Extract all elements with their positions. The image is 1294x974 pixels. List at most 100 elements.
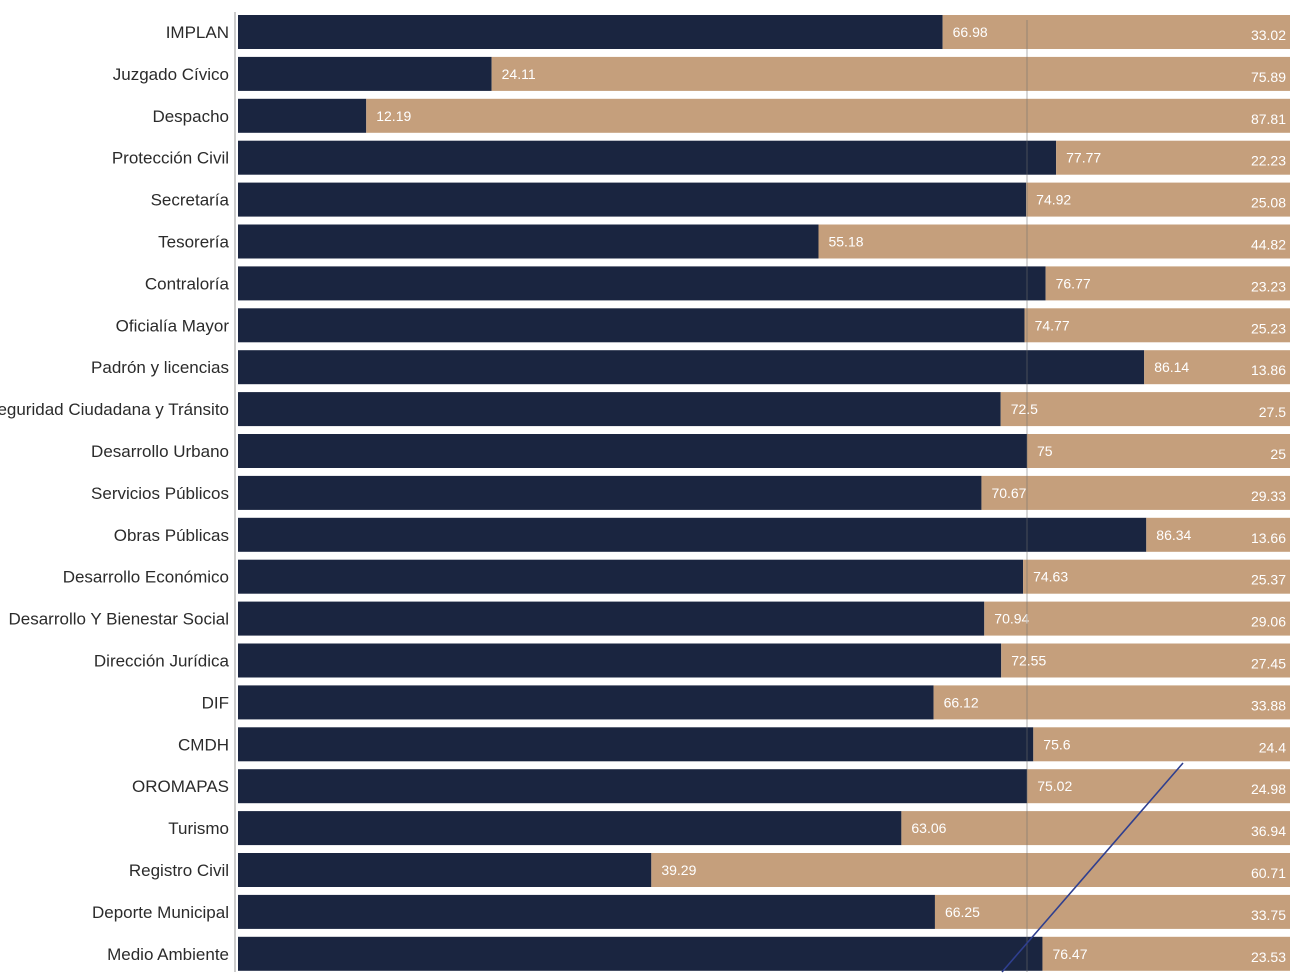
data-label-series-2: 23.23 xyxy=(1251,278,1286,294)
category-label: OROMAPAS xyxy=(132,777,229,796)
bar-segment-series-2 xyxy=(981,475,1290,510)
bar-segment-series-2 xyxy=(1144,350,1290,385)
data-label-series-1: 76.47 xyxy=(1052,946,1087,962)
data-label-series-1: 75.02 xyxy=(1037,778,1072,794)
bar-segment-series-1 xyxy=(238,182,1027,217)
category-label: Desarrollo Económico xyxy=(63,568,229,587)
data-label-series-1: 77.77 xyxy=(1066,150,1101,166)
data-label-series-1: 66.12 xyxy=(944,694,979,710)
bar-segment-series-1 xyxy=(238,517,1147,552)
category-label: Deporte Municipal xyxy=(92,903,229,922)
category-label: Despacho xyxy=(152,107,229,126)
category-label: Protección Civil xyxy=(112,149,229,168)
category-label: Seguridad Ciudadana y Tránsito xyxy=(0,400,229,419)
data-label-series-1: 70.94 xyxy=(994,611,1029,627)
bar-segment-series-1 xyxy=(238,15,943,49)
bar-segment-series-2 xyxy=(1056,140,1290,175)
data-label-series-1: 63.06 xyxy=(911,820,946,836)
data-label-series-1: 70.67 xyxy=(991,485,1026,501)
data-label-series-2: 29.33 xyxy=(1251,488,1286,504)
bar-segment-series-1 xyxy=(238,475,982,510)
bar-segment-series-2 xyxy=(1023,559,1290,594)
category-label: Servicios Públicos xyxy=(91,484,229,503)
category-label: Desarrollo Urbano xyxy=(91,442,229,461)
category-label: Medio Ambiente xyxy=(107,945,229,964)
category-label: CMDH xyxy=(178,735,229,754)
data-label-series-2: 87.81 xyxy=(1251,111,1286,127)
data-label-series-2: 24.98 xyxy=(1251,781,1286,797)
data-label-series-2: 23.53 xyxy=(1251,949,1286,965)
bar-segment-series-1 xyxy=(238,936,1043,971)
data-label-series-2: 33.75 xyxy=(1251,907,1286,923)
bar-segment-series-2 xyxy=(651,853,1290,887)
bar-segment-series-1 xyxy=(238,643,1002,678)
data-label-series-1: 74.63 xyxy=(1033,569,1068,585)
bar-segment-series-1 xyxy=(238,266,1046,301)
data-label-series-1: 86.14 xyxy=(1154,359,1189,375)
data-label-series-1: 74.92 xyxy=(1036,192,1071,208)
data-label-series-1: 39.29 xyxy=(661,862,696,878)
data-label-series-1: 55.18 xyxy=(828,234,863,250)
bar-segment-series-1 xyxy=(238,601,985,636)
data-label-series-2: 25.37 xyxy=(1251,572,1286,588)
bar-segment-series-1 xyxy=(238,308,1025,343)
pen-mark-line xyxy=(1001,762,1184,973)
category-label: IMPLAN xyxy=(166,23,229,42)
data-label-series-2: 13.86 xyxy=(1251,362,1286,378)
category-label: Registro Civil xyxy=(129,861,229,880)
data-label-series-2: 33.02 xyxy=(1251,27,1286,43)
data-label-series-1: 72.55 xyxy=(1011,653,1046,669)
data-label-series-2: 29.06 xyxy=(1251,614,1286,630)
category-label: Desarrollo Y Bienestar Social xyxy=(9,610,230,629)
bar-segment-series-1 xyxy=(238,811,902,846)
data-label-series-2: 25 xyxy=(1270,446,1286,462)
data-label-series-2: 60.71 xyxy=(1251,865,1286,881)
bar-segment-series-1 xyxy=(238,224,819,259)
bar-segment-series-2 xyxy=(1001,643,1290,678)
bar-segment-series-2 xyxy=(942,15,1290,49)
data-label-series-1: 66.25 xyxy=(945,904,980,920)
category-label: DIF xyxy=(202,693,229,712)
bar-segment-series-2 xyxy=(933,685,1290,720)
bar-segment-series-2 xyxy=(984,601,1290,636)
data-label-series-1: 86.34 xyxy=(1156,527,1191,543)
data-label-series-1: 66.98 xyxy=(953,24,988,40)
bar-segment-series-1 xyxy=(238,140,1057,175)
bar-segment-series-2 xyxy=(1024,308,1290,343)
bar-segment-series-1 xyxy=(238,56,492,91)
bar-segment-series-1 xyxy=(238,350,1145,385)
data-label-series-1: 74.77 xyxy=(1035,317,1070,333)
category-label: Contraloría xyxy=(145,274,230,293)
data-label-series-2: 13.66 xyxy=(1251,530,1286,546)
bar-segment-series-2 xyxy=(818,224,1290,259)
bar-segment-series-2 xyxy=(1146,517,1290,552)
data-label-series-1: 72.5 xyxy=(1011,401,1038,417)
bar-segment-series-1 xyxy=(238,559,1024,594)
category-label: Oficialía Mayor xyxy=(116,316,230,335)
category-label: Padrón y licencias xyxy=(91,358,229,377)
data-label-series-2: 25.08 xyxy=(1251,195,1286,211)
bar-segment-series-1 xyxy=(238,727,1034,762)
data-label-series-2: 44.82 xyxy=(1251,237,1286,253)
bar-segment-series-1 xyxy=(238,685,934,720)
data-label-series-2: 24.4 xyxy=(1259,739,1286,755)
data-label-series-1: 75 xyxy=(1037,443,1053,459)
category-label: Turismo xyxy=(168,819,229,838)
bar-segment-series-1 xyxy=(238,392,1001,427)
data-label-series-1: 24.11 xyxy=(502,66,536,82)
category-label: Secretaría xyxy=(151,191,230,210)
data-label-series-2: 27.45 xyxy=(1251,656,1286,672)
bar-segment-series-1 xyxy=(238,98,367,133)
bar-segment-series-2 xyxy=(1000,392,1290,427)
category-label: Juzgado Cívico xyxy=(113,65,229,84)
category-label: Tesorería xyxy=(158,233,229,252)
data-label-series-2: 22.23 xyxy=(1251,153,1286,169)
category-label: Dirección Jurídica xyxy=(94,652,230,671)
data-label-series-2: 36.94 xyxy=(1251,823,1286,839)
bar-segment-series-2 xyxy=(934,894,1290,929)
bar-segment-series-2 xyxy=(1033,727,1290,762)
bar-segment-series-2 xyxy=(366,98,1291,133)
bar-segment-series-1 xyxy=(238,434,1027,468)
data-label-series-1: 12.19 xyxy=(376,108,411,124)
